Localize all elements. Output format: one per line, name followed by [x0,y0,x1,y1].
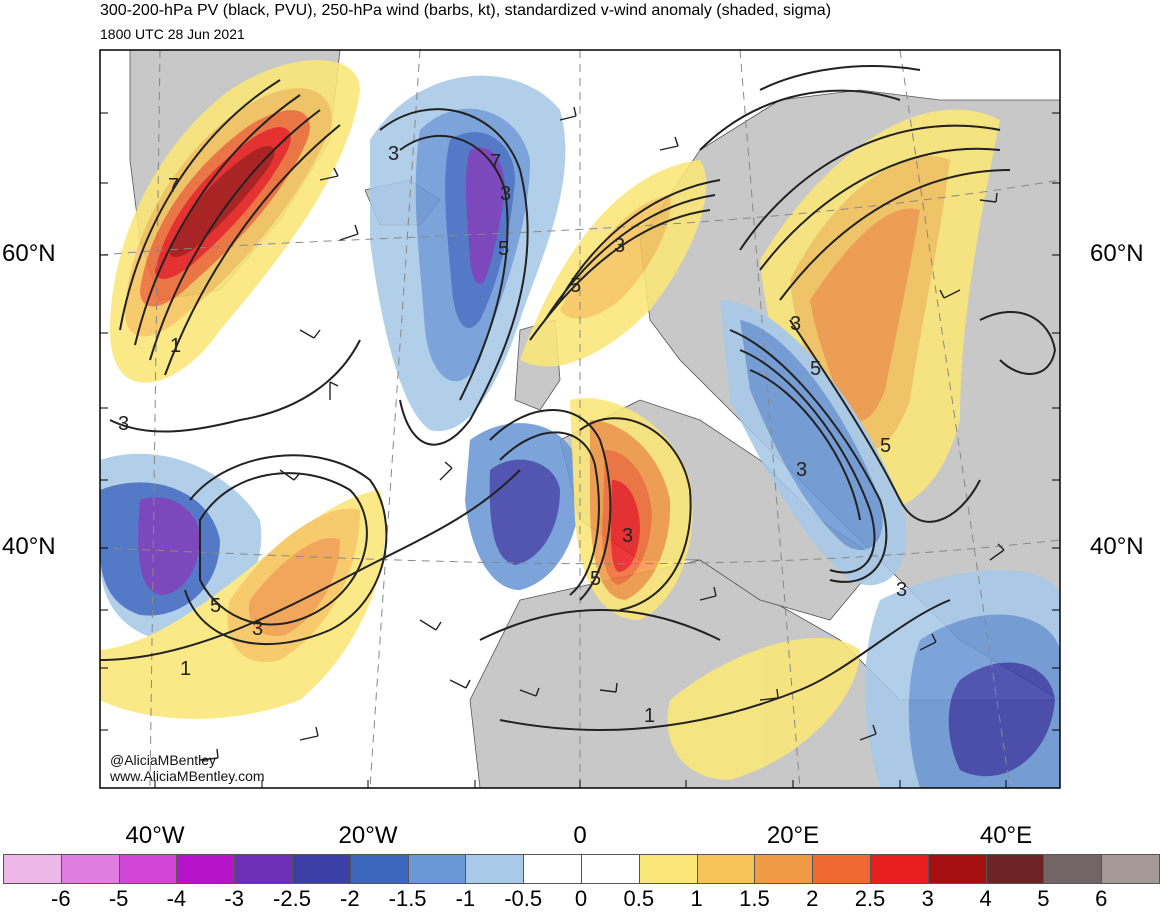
contour-label: 3 [614,235,625,257]
chart-title: 300-200-hPa PV (black, PVU), 250-hPa win… [100,2,832,19]
colorbar [3,854,1160,884]
lat-label-left-60n: 60°N [2,240,56,267]
lat-label-left-40n: 40°N [2,533,56,560]
colorbar-tick-label: -2.5 [273,886,311,911]
contour-label: 5 [810,358,821,380]
colorbar-tick-label: 1 [690,886,703,911]
colorbar-swatch [754,854,814,884]
colorbar-swatch [812,854,871,884]
contour-label: 5 [210,595,221,617]
contour-label: 5 [880,435,891,457]
colorbar-swatch [985,854,1045,884]
lon-label-40e: 40°E [979,822,1033,849]
colorbar-tick-label: -1.5 [388,886,427,911]
wind-barbs [199,106,1005,761]
colorbar-swatch [465,854,525,884]
colorbar-tick-label: 2 [806,886,819,911]
colorbar-swatch [696,854,756,884]
colorbar-swatch [234,854,293,884]
lat-label-right-60n: 60°N [1090,240,1144,267]
colorbar-swatch [60,854,120,884]
credit-website: www.AliciaMBentley.com [110,768,265,784]
colorbar-swatch [523,854,582,884]
contour-labels: 3 5 1 3 5 3 5 5 3 5 3 3 5 3 1 1 3 3 7 7 [118,143,907,727]
colorbar-swatch [927,854,987,884]
colorbar-tick-label: -3 [224,886,244,911]
colorbar-tick-label: 0 [574,886,588,911]
contour-label: 1 [180,658,191,680]
colorbar-swatch [176,854,236,884]
colorbar-swatch [638,854,698,884]
valid-time: 1800 UTC 28 Jun 2021 [100,26,245,42]
contour-label: 5 [590,568,601,590]
colorbar-swatch [581,854,640,884]
colorbar-tick-label: 0.5 [623,886,655,911]
lat-label-right-40n: 40°N [1090,533,1144,560]
contour-label: 3 [622,525,633,547]
colorbar-tick-label: 1.5 [739,886,770,911]
contour-label: 3 [388,143,399,165]
colorbar-tick-label: -6 [51,886,71,911]
colorbar-swatch [407,854,467,884]
colorbar-tick-label: -2 [340,886,360,911]
colorbar-swatch [1101,854,1160,884]
colorbar-tick-label: 2.5 [854,886,886,911]
contour-label: 3 [252,618,263,640]
contour-label: 3 [796,459,807,481]
lon-label-0: 0 [573,822,587,849]
colorbar-tick-label: 4 [979,886,992,911]
colorbar-tick-label: 3 [921,886,934,911]
contour-label: 7 [490,151,501,173]
colorbar-swatch [3,854,62,884]
colorbar-tick-label: 5 [1037,886,1050,911]
colorbar-tick-label: -5 [108,886,129,911]
contour-label: 5 [570,275,581,297]
contour-label: 3 [500,183,511,205]
colorbar-swatch [118,854,178,884]
lon-label-20w: 20°W [338,822,398,849]
colorbar-tick-label: 6 [1095,886,1108,911]
contour-label: 3 [118,413,129,435]
colorbar-tick-label: -4 [166,886,187,911]
colorbar-swatch [349,854,409,884]
weather-map: 3 5 1 3 5 3 5 5 3 5 3 3 5 3 1 1 3 3 7 7 [99,49,1061,789]
colorbar-swatch [292,854,351,884]
tick-marks [100,112,1060,788]
contour-label: 3 [896,579,907,601]
colorbar-tick-label: -1 [455,886,476,911]
contour-label: 3 [790,313,801,335]
lon-label-40w: 40°W [125,822,185,849]
credit-handle: @AliciaMBentley [110,752,217,768]
colorbar-tick-label: -0.5 [504,886,543,911]
contour-label: 1 [170,335,181,357]
anomaly-shading [100,60,1060,788]
pv-contours [100,65,1057,731]
colorbar-swatch [870,854,929,884]
contour-label: 5 [498,238,509,260]
lon-label-20e: 20°E [766,822,820,849]
colorbar-swatch [1043,854,1103,884]
contour-label: 7 [168,175,179,197]
contour-label: 1 [644,705,655,727]
